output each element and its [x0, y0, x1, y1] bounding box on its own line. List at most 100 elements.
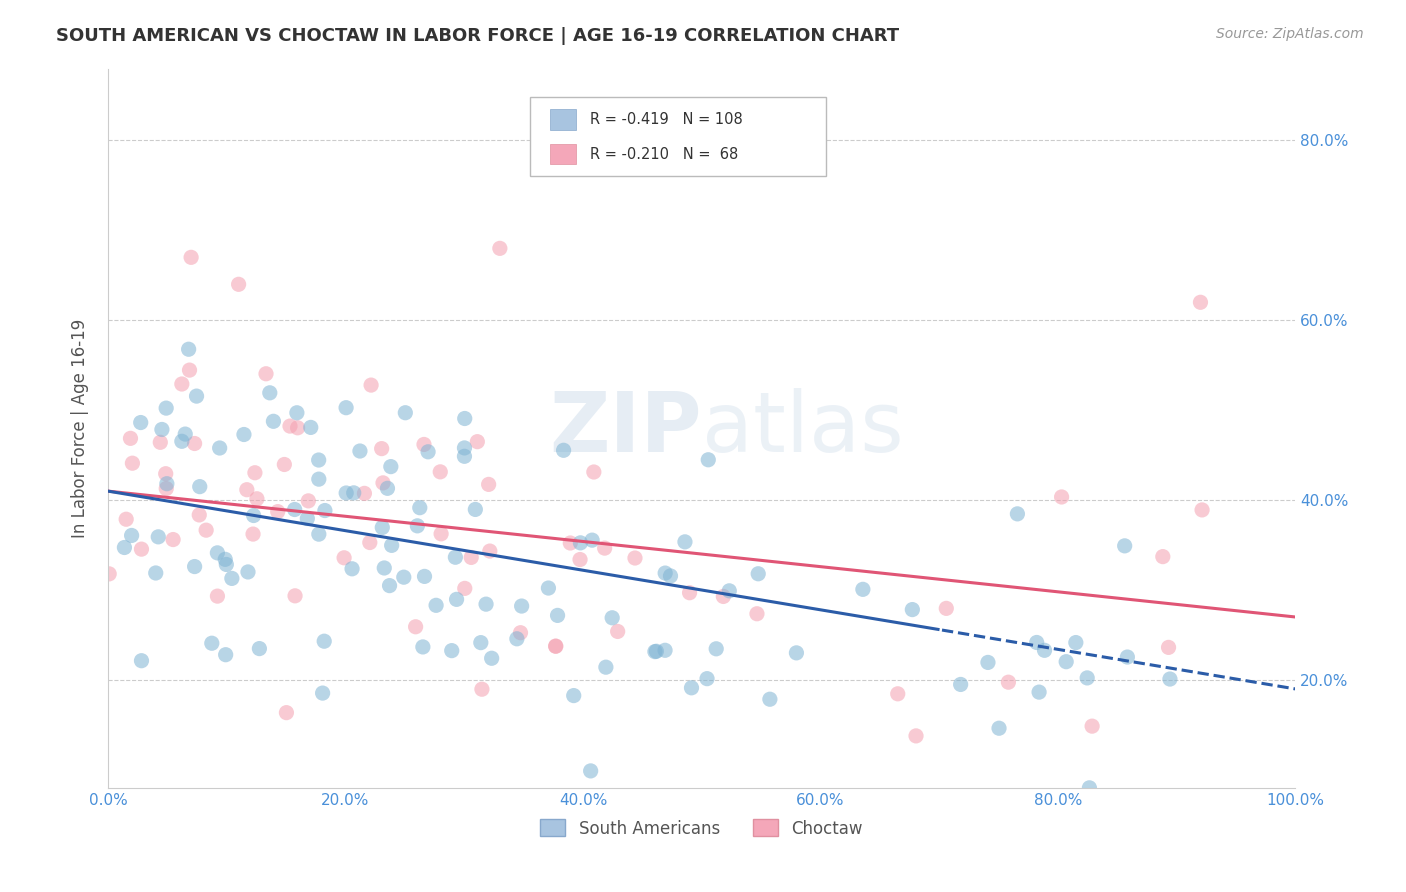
Point [1152, 549, 1174, 564]
Point [997, 675, 1019, 690]
Point [297, 511, 319, 525]
Point [149, 435, 172, 450]
Point [246, 491, 269, 506]
Point [478, 477, 501, 491]
Point [454, 411, 477, 425]
Point [1081, 719, 1104, 733]
Point [454, 582, 477, 596]
Point [711, 590, 734, 604]
Point [214, 552, 236, 566]
Point [276, 706, 298, 720]
Point [177, 343, 200, 357]
Point [236, 483, 259, 497]
Point [509, 625, 531, 640]
Point [759, 692, 782, 706]
Point [506, 632, 529, 646]
Point [606, 624, 628, 639]
Point [464, 502, 486, 516]
Point [988, 721, 1011, 735]
Point [446, 592, 468, 607]
Point [593, 541, 616, 555]
Point [170, 376, 193, 391]
Point [444, 550, 467, 565]
Point [453, 450, 475, 464]
Point [409, 500, 432, 515]
Point [547, 608, 569, 623]
Point [673, 534, 696, 549]
Point [148, 530, 170, 544]
Point [188, 480, 211, 494]
Point [180, 250, 202, 264]
Point [121, 456, 143, 470]
Point [259, 385, 281, 400]
Point [470, 635, 492, 649]
Point [112, 541, 135, 555]
Point [581, 533, 603, 548]
Text: R = -0.210   N =  68: R = -0.210 N = 68 [591, 146, 738, 161]
Point [360, 378, 382, 392]
Point [340, 562, 363, 576]
Point [678, 585, 700, 599]
Point [155, 482, 177, 496]
Point [155, 401, 177, 416]
Point [228, 277, 250, 292]
Point [489, 241, 512, 255]
Point [654, 566, 676, 580]
Point [481, 651, 503, 665]
Point [233, 427, 256, 442]
Point [1189, 295, 1212, 310]
FancyBboxPatch shape [530, 97, 827, 177]
Point [308, 472, 330, 486]
Point [901, 602, 924, 616]
Point [208, 441, 231, 455]
Point [413, 569, 436, 583]
Point [150, 422, 173, 436]
Point [704, 641, 727, 656]
Point [285, 406, 308, 420]
Point [579, 764, 602, 778]
Point [696, 672, 718, 686]
Point [1007, 507, 1029, 521]
Point [378, 579, 401, 593]
Point [600, 611, 623, 625]
Point [242, 508, 264, 523]
Point [1159, 672, 1181, 686]
Point [645, 644, 668, 658]
Point [718, 583, 741, 598]
Point [406, 519, 429, 533]
Point [681, 681, 703, 695]
Point [569, 552, 592, 566]
Point [278, 419, 301, 434]
Point [221, 571, 243, 585]
Bar [550, 109, 576, 129]
Point [478, 544, 501, 558]
Point [115, 512, 138, 526]
Point [335, 486, 357, 500]
Point [335, 401, 357, 415]
Legend: South Americans, Choctaw: South Americans, Choctaw [534, 813, 870, 844]
Point [1114, 539, 1136, 553]
Point [392, 570, 415, 584]
Point [595, 660, 617, 674]
Point [654, 643, 676, 657]
Point [156, 476, 179, 491]
Point [560, 536, 582, 550]
Point [413, 437, 436, 451]
Point [188, 508, 211, 522]
Point [416, 444, 439, 458]
Point [207, 589, 229, 603]
Point [1025, 635, 1047, 649]
Point [371, 520, 394, 534]
Point [131, 542, 153, 557]
Point [170, 434, 193, 449]
Point [314, 503, 336, 517]
Point [1078, 780, 1101, 795]
Point [785, 646, 807, 660]
Point [949, 677, 972, 691]
Point [183, 559, 205, 574]
Text: Source: ZipAtlas.com: Source: ZipAtlas.com [1216, 27, 1364, 41]
Point [359, 535, 381, 549]
Point [179, 363, 201, 377]
Point [145, 566, 167, 580]
Point [1157, 640, 1180, 655]
